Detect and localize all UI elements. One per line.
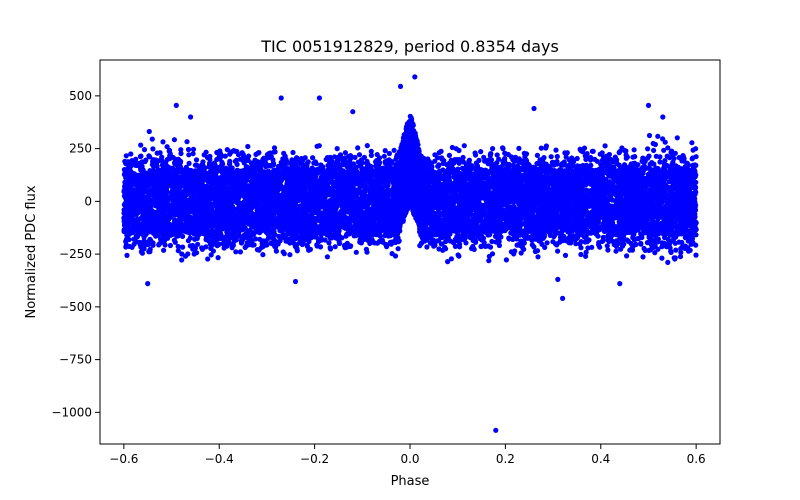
data-points (121, 74, 699, 433)
data-point (693, 189, 699, 195)
data-point (123, 202, 129, 208)
data-point (497, 200, 503, 206)
